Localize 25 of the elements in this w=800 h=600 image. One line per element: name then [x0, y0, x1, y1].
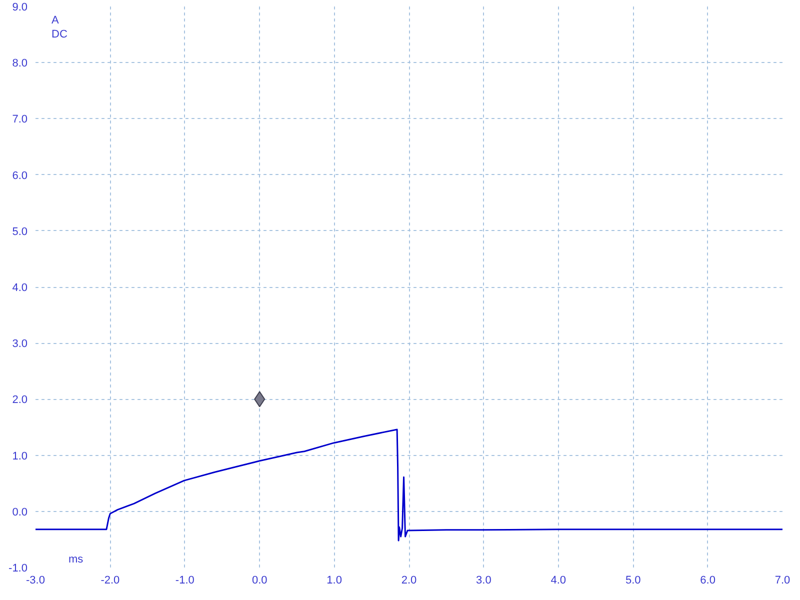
y-tick-label: 2.0: [12, 394, 28, 406]
y-tick-label: 3.0: [12, 338, 28, 350]
y-tick-label: 7.0: [12, 114, 28, 126]
y-axis-title: A DC: [52, 14, 68, 40]
x-tick-label: 7.0: [774, 574, 790, 586]
y-tick-label: 0.0: [12, 506, 28, 518]
x-tick-label: 3.0: [476, 574, 492, 586]
y-tick-label: 8.0: [12, 58, 28, 70]
y-tick-label: -1.0: [8, 562, 28, 574]
x-tick-label: 2.0: [401, 574, 417, 586]
y-tick-label: 5.0: [12, 226, 28, 238]
x-axis-title: ms: [68, 554, 84, 566]
x-tick-label: 5.0: [625, 574, 641, 586]
line-series: [36, 428, 782, 542]
x-tick-label: -2.0: [100, 574, 120, 586]
x-tick-label: 0.0: [252, 574, 268, 586]
y-tick-label: 1.0: [12, 450, 28, 462]
x-tick-label: 6.0: [700, 574, 716, 586]
x-tick-label: -1.0: [175, 574, 194, 586]
x-tick-label: -3.0: [26, 574, 45, 586]
y-tick-label: 4.0: [12, 282, 28, 294]
y-tick-label: 6.0: [12, 170, 28, 182]
x-tick-label: 4.0: [550, 574, 566, 586]
y-tick-label: 9.0: [12, 2, 28, 14]
x-tick-label: 1.0: [326, 574, 342, 586]
